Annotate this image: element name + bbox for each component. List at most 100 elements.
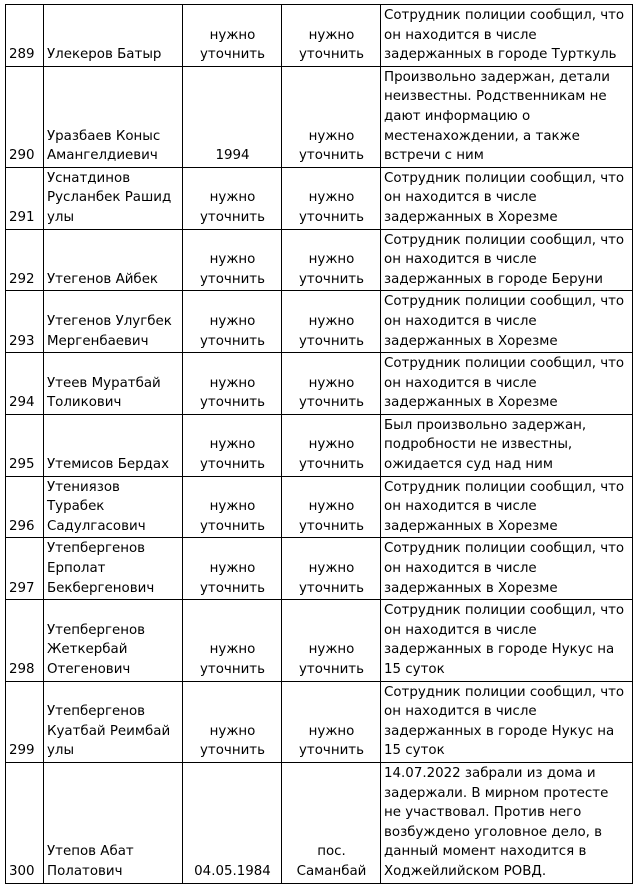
note-line: местенахождении, а также	[384, 128, 580, 144]
note-line: дают информацию о	[384, 108, 531, 124]
birth-date-cell: нужно уточнить	[182, 537, 282, 601]
person-name-line: Утепбергенов	[47, 541, 146, 557]
row-number-cell: 290	[5, 65, 44, 168]
place-cell: пос. Саманбай	[281, 761, 381, 884]
person-name-cell: Улекеров Батыр	[43, 4, 183, 67]
note-line: он находится в числе	[384, 190, 537, 206]
note-cell: Сотрудник полиции сообщил, что он находит…	[380, 599, 633, 682]
note-line: задержали. В мирном протесте	[384, 785, 609, 801]
place-line: уточнить	[299, 518, 364, 534]
person-name-line: улы	[47, 743, 75, 759]
person-name-cell: Утепбергенов Жеткербай Отегенович	[43, 599, 183, 682]
birth-date-line: нужно	[209, 27, 256, 43]
row-number-cell: 294	[5, 352, 44, 415]
place-line: уточнить	[299, 271, 364, 287]
place-cell: нужно уточнить	[281, 290, 381, 354]
note-cell: Был произвольно задержан, подробности не …	[380, 413, 633, 477]
birth-date-line: нужно	[209, 499, 256, 515]
place-line: уточнить	[299, 580, 364, 596]
note-cell: Сотрудник полиции сообщил, что он находит…	[380, 475, 633, 539]
birth-date-line: уточнить	[200, 333, 265, 349]
note-line: задержанных в городе Нукус на	[384, 642, 615, 658]
birth-date-line: уточнить	[200, 47, 265, 63]
note-cell: Сотрудник полиции сообщил, что он находит…	[380, 290, 633, 354]
place-cell: нужно уточнить	[281, 166, 381, 230]
note-line: 15 суток	[384, 743, 445, 759]
note-line: Произвольно задержан, детали	[384, 69, 610, 85]
note-line: задержанных в Хорезме	[384, 518, 558, 534]
note-line: он находится в числе	[384, 252, 537, 268]
note-line: задержанных в городе Нукус на	[384, 723, 615, 739]
note-line: он находится в числе	[384, 704, 537, 720]
person-name-line: Утемисов Бердах	[47, 457, 170, 473]
table-row: 289 Улекеров Батыр нужно уточнить нужно уточн…	[5, 4, 633, 67]
note-line: 14.07.2022 забрали из дома и	[384, 765, 596, 781]
note-cell: Сотрудник полиции сообщил, что он находит…	[380, 352, 633, 415]
table-row: 294 Утеев Муратбай Толикович нужно уточнить н…	[5, 352, 633, 415]
note-line: не участвовал. Против него	[384, 805, 582, 821]
row-number-cell: 295	[5, 413, 44, 477]
table-row: 297 Утепбергенов Ерполат Бекбергенович нужно…	[5, 537, 633, 601]
note-line: он находится в числе	[384, 622, 537, 638]
place-line: уточнить	[299, 47, 364, 63]
table-row: 290 Уразбаев Коныс Амангелдиевич 1994 нужно у…	[5, 65, 633, 168]
note-line: Сотрудник полиции сообщил, что	[384, 170, 625, 186]
person-name-line: Уразбаев Коныс	[47, 128, 161, 144]
note-line: задержанных в Хорезме	[384, 580, 558, 596]
note-line: данный момент находится в	[384, 844, 587, 860]
note-cell: Сотрудник полиции сообщил, что он находит…	[380, 537, 633, 601]
row-number-cell: 289	[5, 4, 44, 67]
birth-date-cell: нужно уточнить	[182, 166, 282, 230]
note-line: Сотрудник полиции сообщил, что	[384, 541, 625, 557]
person-name-line: Утеев Муратбай	[47, 375, 161, 391]
birth-date-line: нужно	[209, 313, 256, 329]
row-number-cell: 291	[5, 166, 44, 230]
place-line: нужно	[308, 375, 355, 391]
birth-date-line: уточнить	[200, 271, 265, 287]
note-line: 15 суток	[384, 662, 445, 677]
birth-date-cell: нужно уточнить	[182, 352, 282, 415]
detainees-table: 289 Улекеров Батыр нужно уточнить нужно уточн…	[5, 4, 633, 884]
place-line: нужно	[308, 437, 355, 453]
note-line: задержанных в Хорезме	[384, 333, 558, 349]
place-line: нужно	[308, 313, 355, 329]
row-number-cell: 298	[5, 599, 44, 682]
row-number-cell: 296	[5, 475, 44, 539]
row-number-cell: 300	[5, 761, 44, 884]
table-row: 291 Уснатдинов Русланбек Рашид улы нужно уточ…	[5, 166, 633, 230]
person-name-line: Утегенов Улугбек	[47, 313, 172, 329]
person-name-line: Мергенбаевич	[47, 333, 149, 349]
place-line: уточнить	[299, 457, 364, 473]
birth-date-line: уточнить	[200, 580, 265, 596]
person-name-line: Утепов Абат	[47, 844, 134, 860]
note-line: задержанных в городе Беруни	[384, 271, 603, 287]
place-line: уточнить	[299, 209, 364, 225]
person-name-line: улы	[47, 209, 75, 225]
birth-date-cell: нужно уточнить	[182, 228, 282, 292]
note-cell: 14.07.2022 забрали из дома и задержали. В…	[380, 761, 633, 884]
place-cell: нужно уточнить	[281, 599, 381, 682]
place-line: пос.	[317, 844, 346, 860]
birth-date-line: нужно	[209, 642, 256, 658]
place-line: нужно	[308, 190, 355, 206]
place-line: нужно	[308, 723, 355, 739]
birth-date-line: нужно	[209, 561, 256, 577]
note-line: задержанных в Хорезме	[384, 395, 558, 411]
note-line: возбуждено уголовное дело, в	[384, 824, 603, 840]
person-name-line: Утегенов Айбек	[47, 271, 159, 287]
note-cell: Сотрудник полиции сообщил, что он находит…	[380, 680, 633, 763]
place-line: нужно	[308, 27, 355, 43]
note-cell: Сотрудник полиции сообщил, что он находит…	[380, 4, 633, 67]
birth-date-cell: 1994	[182, 65, 282, 168]
note-line: неизвестны. Родственникам не	[384, 89, 607, 105]
birth-date-line: уточнить	[200, 518, 265, 534]
birth-date-line: 04.05.1984	[194, 863, 271, 879]
place-cell: нужно уточнить	[281, 475, 381, 539]
person-name-line: Турабек	[47, 499, 105, 515]
person-name-line: Амангелдиевич	[47, 148, 158, 164]
place-line: уточнить	[299, 333, 364, 349]
birth-date-line: нужно	[209, 437, 256, 453]
place-line: уточнить	[299, 662, 364, 677]
note-line: задержанных в Хорезме	[384, 209, 558, 225]
person-name-cell: Уразбаев Коныс Амангелдиевич	[43, 65, 183, 168]
